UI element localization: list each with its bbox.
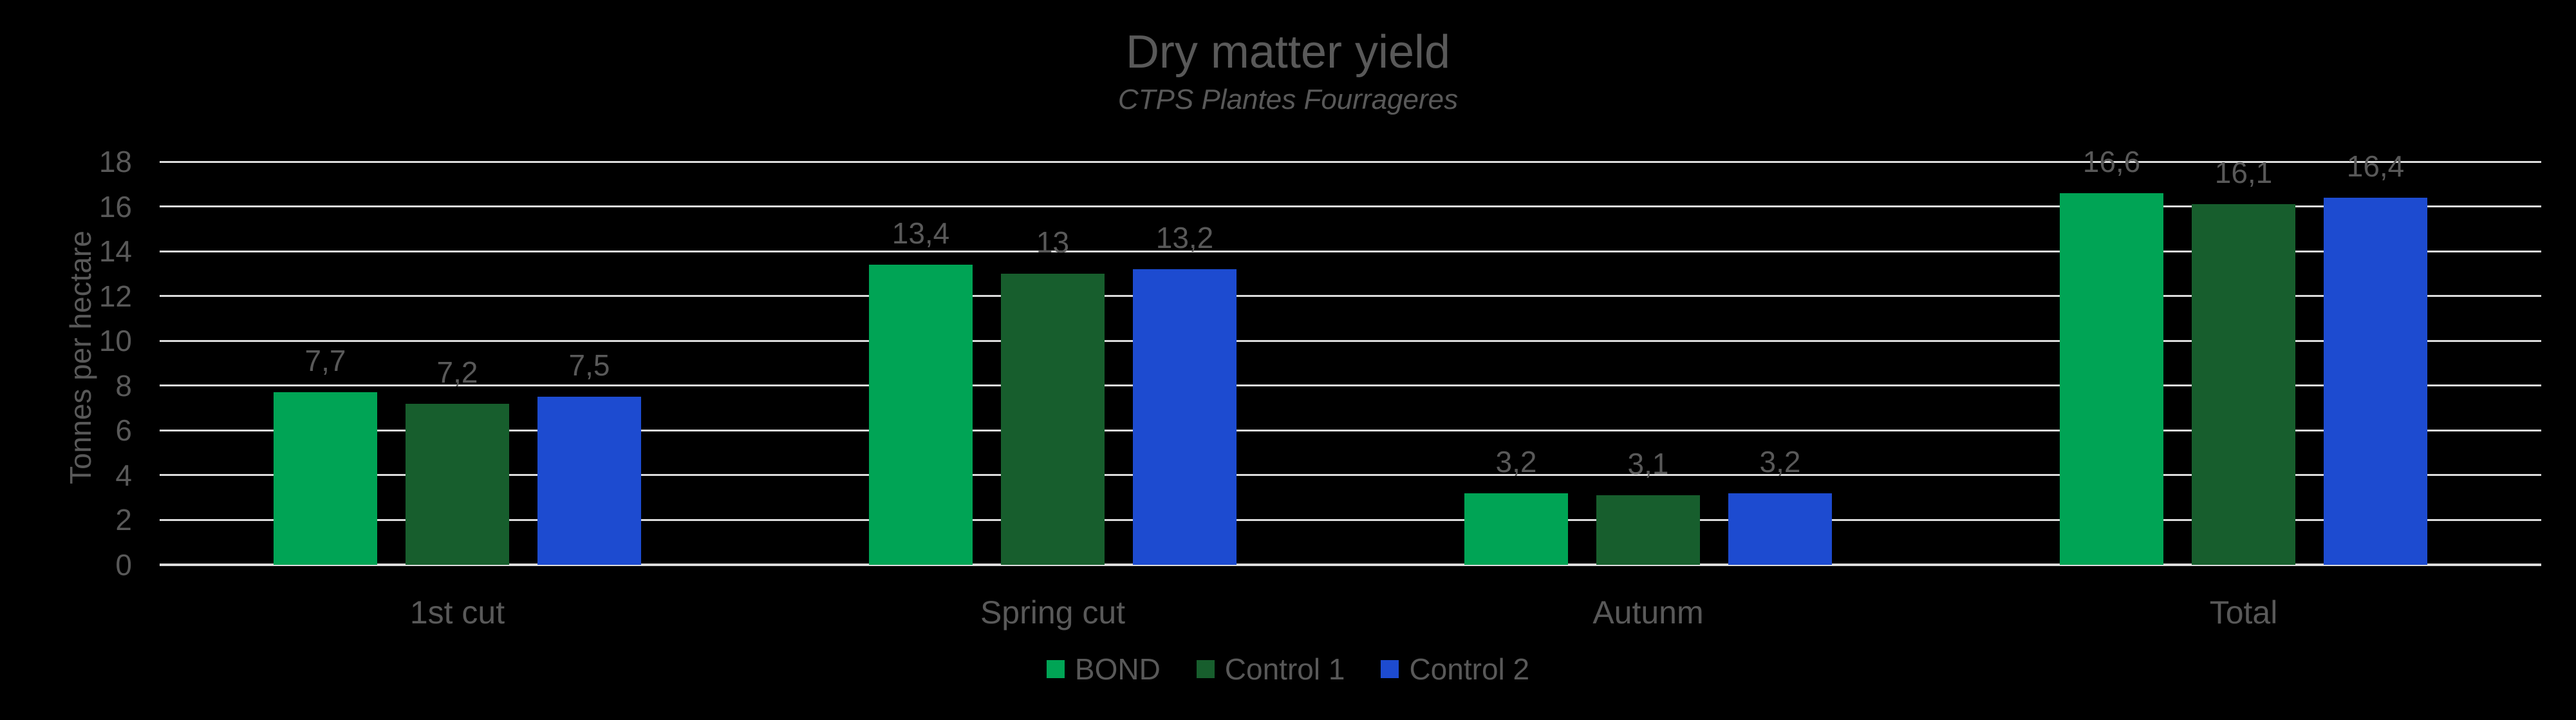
category-label-autunm: Autunm <box>1592 594 1704 630</box>
y-tick-label-2: 2 <box>115 503 132 537</box>
bar-control-1 <box>406 403 509 565</box>
bar-control-1 <box>2192 204 2295 565</box>
bar-wrap: 7,2 <box>406 162 509 565</box>
bar-control-1 <box>1596 495 1700 565</box>
bar-group-autunm: 3,2 3,1 3,2 <box>1350 162 1946 565</box>
data-label: 7,7 <box>304 344 346 378</box>
legend-label: BOND <box>1074 652 1161 686</box>
data-label: 16,6 <box>2082 144 2141 178</box>
legend-swatch-icon <box>1196 660 1215 678</box>
y-tick-label-0: 0 <box>115 548 132 582</box>
bar-wrap: 3,1 <box>1596 162 1700 565</box>
y-tick-label-8: 8 <box>115 368 132 403</box>
bar-control-2 <box>2324 197 2427 565</box>
legend-swatch-icon <box>1381 660 1399 678</box>
bar-wrap: 7,7 <box>274 162 377 565</box>
bar-control-2 <box>1133 269 1237 565</box>
x-axis-line <box>160 564 2541 566</box>
legend: BOND Control 1 Control 2 <box>0 654 2576 684</box>
bar-wrap: 13 <box>1001 162 1105 565</box>
y-tick-label-4: 4 <box>115 458 132 492</box>
legend-item-control-1: Control 1 <box>1196 652 1345 686</box>
chart-subtitle: CTPS Plantes Fourrageres <box>1117 84 1459 115</box>
y-tick-label-16: 16 <box>98 189 132 223</box>
legend-item-control-2: Control 2 <box>1381 654 1529 684</box>
legend-item-bond: BOND <box>1046 652 1161 686</box>
bar-wrap: 3,2 <box>1728 162 1832 565</box>
gridline-y8 <box>160 384 2541 387</box>
data-label: 7,2 <box>436 355 478 389</box>
bar-wrap: 13,2 <box>1133 162 1237 565</box>
bar-wrap: 16,1 <box>2192 158 2295 565</box>
legend-swatch-icon <box>1046 660 1065 678</box>
bar-bond <box>869 264 973 565</box>
gridline-y18 <box>160 160 2541 163</box>
bar-group-1st-cut: 7,7 7,2 7,5 <box>160 162 755 565</box>
x-axis-category-labels: 1st cut Spring cut Autunm Total <box>160 596 2541 629</box>
category-label-spring-cut: Spring cut <box>980 594 1126 630</box>
legend-label: Control 1 <box>1224 652 1345 686</box>
data-label: 3,2 <box>1495 444 1537 478</box>
gridline-y6 <box>160 429 2541 431</box>
y-tick-label-6: 6 <box>115 413 132 448</box>
chart-title: Dry matter yield <box>1125 26 1451 78</box>
y-tick-label-14: 14 <box>98 234 132 269</box>
data-label: 16,4 <box>2346 149 2405 183</box>
bar-groups: 7,7 7,2 7,5 13,4 13 13,2 3,2 3,1 3,2 16,6 16,1 16,4 <box>160 147 2541 565</box>
y-tick-label-10: 10 <box>98 324 132 358</box>
bar-control-2 <box>1728 493 1832 565</box>
bar-bond <box>2060 193 2163 565</box>
gridline-y4 <box>160 474 2541 477</box>
bar-bond <box>1464 493 1568 565</box>
bar-control-1 <box>1001 273 1105 565</box>
gridline-y10 <box>160 339 2541 342</box>
bar-control-2 <box>537 397 641 565</box>
plot-area: 7,7 7,2 7,5 13,4 13 13,2 3,2 3,1 3,2 16,6 16,1 16,4 <box>160 147 2541 566</box>
bar-wrap: 3,2 <box>1464 162 1568 565</box>
data-label: 13,4 <box>891 216 950 250</box>
data-label: 16,1 <box>2214 156 2273 190</box>
data-label: 7,5 <box>568 348 610 383</box>
bar-bond <box>274 392 377 565</box>
data-label: 13,2 <box>1155 220 1214 254</box>
gridline-y2 <box>160 518 2541 521</box>
bar-wrap: 16,6 <box>2060 147 2163 565</box>
category-label-1st-cut: 1st cut <box>409 594 505 630</box>
bar-wrap: 7,5 <box>537 162 641 565</box>
bar-wrap: 13,4 <box>869 162 973 565</box>
gridline-y16 <box>160 205 2541 208</box>
legend-label: Control 2 <box>1409 652 1530 686</box>
data-label: 3,2 <box>1759 444 1801 478</box>
gridline-y14 <box>160 250 2541 252</box>
y-tick-label-18: 18 <box>98 145 132 178</box>
category-label-total: Total <box>2209 594 2278 630</box>
data-label: 13 <box>1036 225 1070 259</box>
bar-wrap: 16,4 <box>2324 151 2427 565</box>
bar-group-spring-cut: 13,4 13 13,2 <box>755 162 1350 565</box>
gridline-y12 <box>160 295 2541 298</box>
data-label: 3,1 <box>1627 447 1669 481</box>
y-axis-tick-labels: 0 2 4 6 8 10 12 14 16 18 <box>0 0 132 720</box>
bar-group-total: 16,6 16,1 16,4 <box>1946 147 2541 565</box>
y-tick-label-12: 12 <box>98 279 132 313</box>
